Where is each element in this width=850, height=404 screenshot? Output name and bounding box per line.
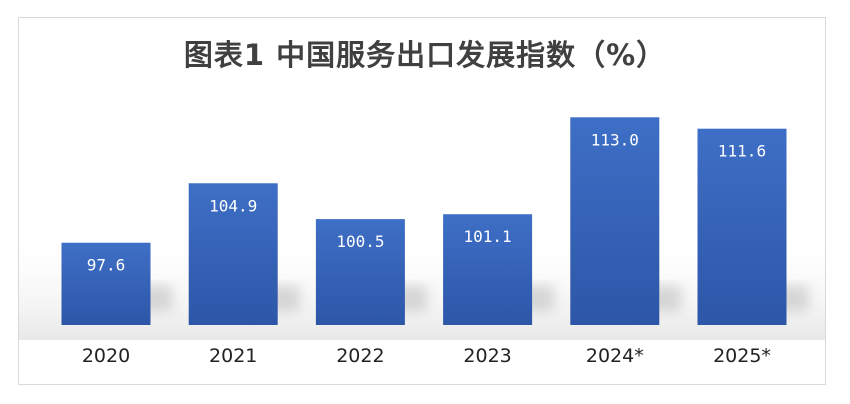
bar-2020 — [61, 242, 151, 325]
x-tick-label: 2025* — [713, 345, 771, 367]
x-tick-label: 2023 — [463, 345, 511, 367]
x-tick-label: 2020 — [82, 345, 130, 367]
x-tick-label: 2024* — [586, 345, 644, 367]
bar-value-label: 111.6 — [718, 142, 766, 161]
bar-value-label: 100.5 — [336, 232, 384, 251]
bar-value-label: 101.1 — [464, 227, 512, 246]
bar-value-label: 113.0 — [591, 130, 639, 149]
bar-2022 — [315, 219, 405, 325]
bar-value-label: 97.6 — [87, 256, 126, 275]
chart-title: 图表1 中国服务出口发展指数（%） — [183, 38, 667, 72]
bar-value-label: 104.9 — [209, 196, 257, 215]
x-tick-label: 2021 — [209, 345, 257, 367]
bar-2021 — [188, 183, 278, 325]
bar-2024* — [570, 117, 660, 325]
bar-2025* — [697, 128, 787, 325]
x-tick-label: 2022 — [336, 345, 384, 367]
bar-2023 — [443, 214, 533, 325]
